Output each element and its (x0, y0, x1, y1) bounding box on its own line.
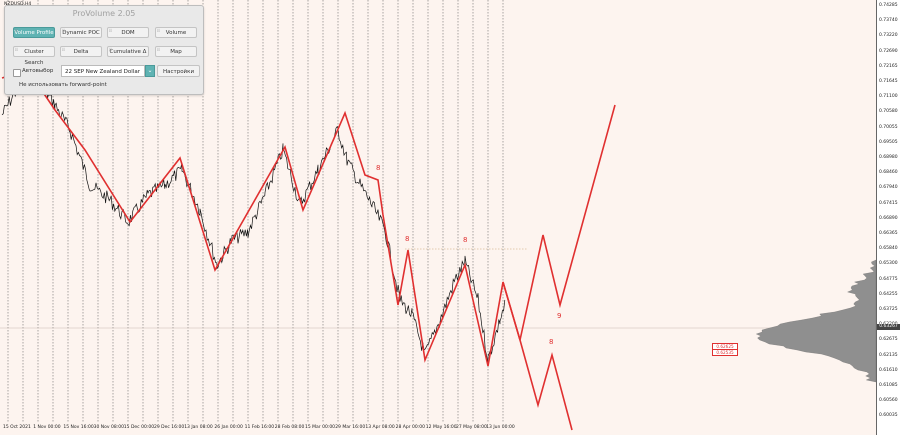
provolume-panel[interactable]: ProVolume 2.05 ⠿ Volume Profile ⠿ Dynamic P… (4, 5, 204, 95)
time-tick: 30 Nov 08:00 (93, 425, 124, 430)
panel-button-delta[interactable]: ⠿ Delta (60, 46, 102, 57)
price-tick: 0.61085 (879, 383, 898, 388)
price-tick: 0.67940 (879, 185, 898, 191)
time-tick: 27 May 08:00 (456, 425, 487, 430)
wave-count-label: 8 (463, 236, 468, 244)
price-series (1, 68, 506, 364)
wave-projection (502, 281, 573, 431)
panel-button-label: Cumulative Δ (109, 49, 147, 55)
price-tick: 0.70580 (879, 109, 898, 115)
instrument-dropdown-icon[interactable]: ⌄ (145, 65, 155, 77)
wave-zigzag (1, 69, 616, 367)
time-tick: 15 Mar 00:00 (305, 425, 336, 430)
panel-button-label: Cluster Search (24, 49, 44, 66)
price-tick: 0.68460 (879, 170, 898, 176)
auto-select-checkbox[interactable] (13, 69, 21, 77)
price-tick: 0.61610 (879, 367, 898, 373)
price-tick: 0.63725 (879, 307, 898, 312)
panel-button-cluster-search[interactable]: ⠿ Cluster Search (13, 46, 55, 66)
drag-dots-icon: ⠿ (109, 28, 112, 33)
price-tick: 0.72165 (879, 63, 898, 69)
panel-title: ProVolume 2.05 (72, 9, 136, 18)
time-tick: 29 Dec 16:00 (154, 425, 185, 430)
panel-button-label: Volume (165, 30, 187, 36)
drag-dots-icon: ⠿ (62, 28, 65, 33)
panel-button-label: Dynamic POC (62, 30, 100, 36)
price-tick: 0.68980 (879, 155, 898, 160)
price-tick: 0.69505 (879, 139, 898, 145)
wave-count-label: 8 (405, 235, 410, 243)
price-tick: 0.65840 (879, 246, 898, 252)
current-price-label: 0.63267 (877, 324, 900, 330)
time-tick: 15 Nov 16:00 (63, 425, 94, 430)
price-tick: 0.72690 (879, 48, 898, 54)
auto-select-label: Автовыбор (22, 68, 54, 74)
time-tick: 13 Jun 00:00 (486, 425, 515, 430)
time-tick: 11 Feb 16:00 (244, 425, 275, 430)
wave-count-label: 8 (376, 164, 381, 172)
price-scale[interactable]: 0.74285 0.73740 0.73220 0.72690 0.72165 0.716… (876, 0, 900, 435)
price-tick: 0.65300 (879, 261, 898, 267)
drag-dots-icon: ⠿ (157, 47, 160, 52)
panel-button-map[interactable]: ⠿ Map (155, 46, 197, 57)
wave-count-label: 9 (557, 312, 562, 320)
price-tick: 0.62135 (879, 352, 898, 358)
price-tick: 0.60035 (879, 413, 898, 419)
panel-button-label: DOM (121, 30, 135, 36)
forward-point-label: Не использовать forward-point (19, 82, 107, 88)
time-tick: 13 Apr 08:00 (365, 425, 395, 430)
price-tick: 0.64255 (879, 291, 898, 297)
price-tick: 0.74285 (879, 3, 898, 8)
panel-button-cumulative[interactable]: ⠿ Cumulative Δ (107, 46, 149, 57)
drag-dots-icon: ⠿ (15, 28, 18, 33)
time-tick: 12 May 16:00 (425, 425, 457, 430)
instrument-select[interactable]: 22 SEP New Zealand Dollar (61, 65, 145, 77)
symbol-label: NZDUSD,H4 (4, 2, 31, 7)
time-tick: 29 Mar 16:00 (335, 425, 366, 430)
time-tick: 1 Nov 00:00 (33, 425, 61, 430)
price-tick: 0.66365 (879, 231, 898, 236)
time-tick: 28 Apr 00:00 (395, 425, 425, 430)
panel-button-volume[interactable]: ⠿ Volume (155, 27, 197, 38)
volume-profile (755, 259, 876, 383)
price-tick: 0.73740 (879, 18, 898, 24)
settings-button[interactable]: Настройки (157, 65, 200, 77)
wave-count-label: 8 (549, 338, 554, 346)
drag-dots-icon: ⠿ (109, 47, 112, 52)
panel-button-volume-profile[interactable]: ⠿ Volume Profile (13, 27, 55, 38)
drag-dots-icon: ⠿ (62, 47, 65, 52)
time-tick: 28 Feb 08:00 (274, 425, 305, 430)
price-box: 0.62535 (712, 349, 738, 356)
price-tick: 0.60560 (879, 398, 898, 404)
price-tick: 0.71100 (879, 94, 898, 100)
panel-button-label: Volume Profile (14, 30, 54, 36)
price-tick: 0.73220 (879, 33, 898, 39)
time-tick: 15 Dec 00:00 (123, 425, 155, 430)
panel-button-label: Map (170, 49, 182, 55)
price-tick: 0.66890 (879, 215, 898, 221)
price-tick: 0.70055 (879, 124, 898, 130)
price-tick: 0.62675 (879, 337, 898, 343)
price-tick: 0.71645 (879, 79, 898, 84)
price-tick: 0.64775 (879, 276, 898, 282)
time-tick: 15 Oct 2021 (3, 425, 31, 430)
time-tick: 13 Jan 08:00 (184, 425, 213, 430)
drag-dots-icon: ⠿ (15, 47, 18, 52)
time-tick: 26 Jan 00:00 (214, 425, 243, 430)
panel-button-label: Delta (73, 49, 89, 55)
drag-dots-icon: ⠿ (157, 28, 160, 33)
panel-button-dom[interactable]: ⠿ DOM (107, 27, 149, 38)
price-tick: 0.67415 (879, 200, 898, 206)
panel-button-dynamic-poc[interactable]: ⠿ Dynamic POC (60, 27, 102, 38)
